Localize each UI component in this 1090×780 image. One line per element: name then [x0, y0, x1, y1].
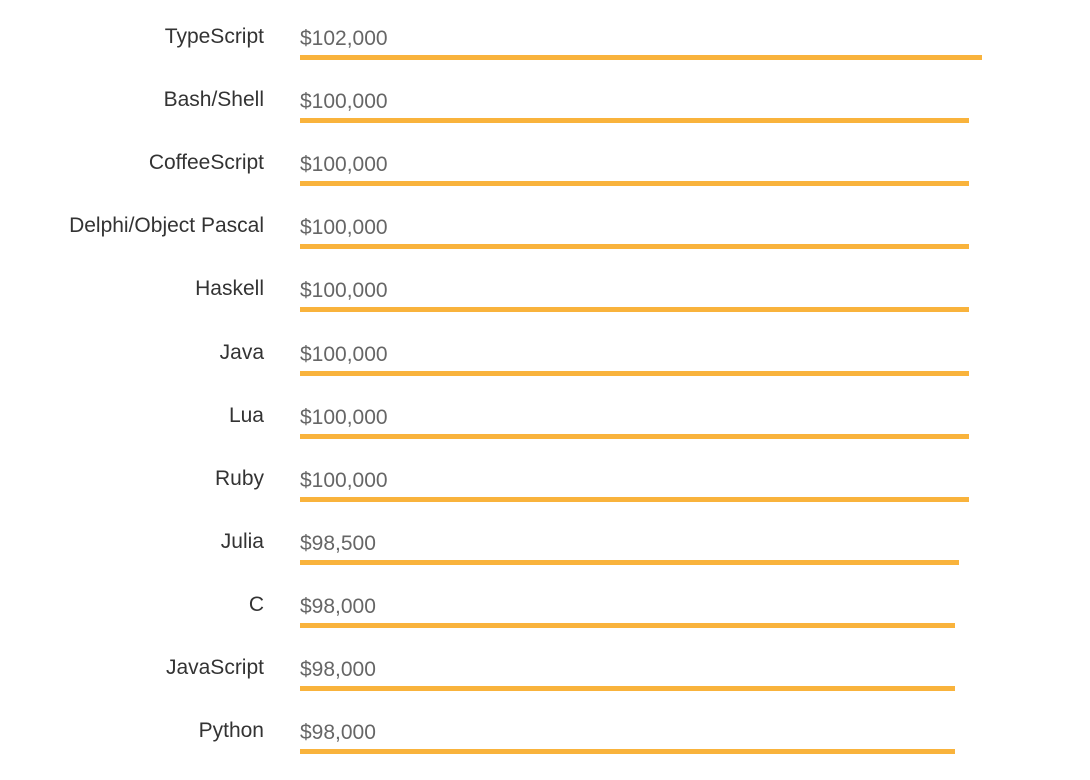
bar-row: JavaScript $98,000	[0, 655, 1090, 717]
bar-row: Bash/Shell $100,000	[0, 87, 1090, 149]
bar	[300, 370, 969, 376]
bar	[300, 244, 969, 250]
value-label: $102,000	[300, 27, 388, 50]
bar	[300, 559, 959, 565]
value-label: $98,000	[300, 721, 376, 745]
bar	[300, 433, 969, 439]
category-label: TypeScript	[164, 25, 264, 48]
value-label: $100,000	[300, 90, 388, 114]
value-label: $100,000	[300, 279, 388, 303]
value-label: $100,000	[300, 468, 388, 492]
bar-row: Julia $98,500	[0, 529, 1090, 591]
bar-row: Delphi/Object Pascal $100,000	[0, 213, 1090, 275]
value-label: $98,000	[300, 594, 376, 618]
value-label: $100,000	[300, 342, 388, 366]
bar-row: C $98,000	[0, 592, 1090, 654]
category-label: Lua	[228, 403, 264, 427]
bar-row: Lua $100,000	[0, 403, 1090, 465]
category-label: Julia	[220, 529, 264, 553]
value-label: $100,000	[300, 153, 388, 177]
value-label: $98,000	[300, 658, 376, 681]
category-label: JavaScript	[165, 656, 264, 679]
bar-row: TypeScript $102,000	[0, 24, 1090, 86]
value-label: $100,000	[300, 405, 388, 429]
category-label: Bash/Shell	[163, 88, 264, 112]
bar	[300, 686, 956, 691]
category-label: Python	[198, 719, 264, 743]
value-label: $100,000	[300, 216, 388, 240]
bar-row: Haskell $100,000	[0, 276, 1090, 338]
category-label: Delphi/Object Pascal	[69, 214, 264, 238]
bar	[300, 55, 982, 60]
bar	[300, 622, 956, 628]
bar-row: Java $100,000	[0, 340, 1090, 402]
category-label: Haskell	[195, 277, 264, 301]
category-label: Ruby	[214, 466, 264, 490]
bar-row: Ruby $100,000	[0, 466, 1090, 528]
bar	[300, 118, 969, 124]
value-label: $98,500	[300, 531, 376, 555]
bar-row: Python $98,000	[0, 718, 1090, 780]
bar	[300, 749, 956, 755]
bar	[300, 181, 969, 187]
bar	[300, 307, 969, 313]
bar	[300, 496, 969, 502]
category-label: CoffeeScript	[148, 151, 264, 175]
category-label: C	[248, 592, 264, 616]
category-label: Java	[219, 340, 264, 364]
bar-row: CoffeeScript $100,000	[0, 150, 1090, 212]
